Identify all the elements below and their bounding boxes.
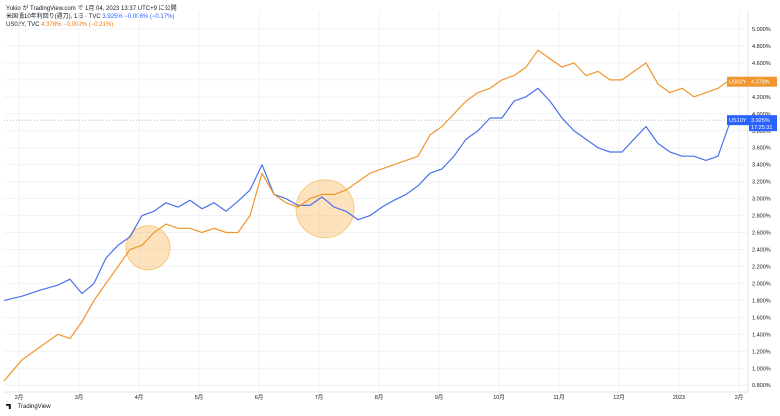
y-tick-label: 4.800%	[752, 44, 771, 50]
x-tick-label: 3月	[75, 394, 84, 401]
y-tick-label: 2.800%	[752, 214, 771, 220]
price-tag-value: 3.925%	[751, 118, 770, 124]
price-tag-label-us10y	[727, 115, 749, 126]
y-tick-label: 1.800%	[752, 298, 771, 304]
series-line-us02y	[3, 49, 731, 382]
legend-row-us10y[interactable]: 米国債10年利回り(週刀), 1日 · TVC 3.925% −0.006% (…	[6, 14, 175, 20]
y-tick-label: 2.400%	[752, 248, 771, 254]
y-tick-label: 2.200%	[752, 264, 771, 270]
x-tick-label: 10月	[493, 394, 505, 401]
x-tick-label: 9月	[435, 394, 444, 401]
legend-series-meta: TVC	[27, 22, 40, 28]
price-tag-name: US02Y	[729, 80, 747, 86]
y-tick-label: 5.000%	[752, 27, 771, 33]
x-tick-label: 4月	[135, 394, 144, 401]
x-tick-label: 2023	[673, 395, 685, 401]
y-tick-label: 3.400%	[752, 163, 771, 169]
price-tag-us02y	[749, 76, 777, 87]
price-tag-countdown: 17:25:31	[751, 125, 772, 131]
chart-legend: 米国債10年利回り(週刀), 1日 · TVC 3.925% −0.006% (…	[6, 13, 174, 29]
price-tag-us10y	[749, 115, 777, 132]
publisher-header: Yukio が TradingView.com で 1月 04, 2023 13…	[6, 6, 177, 12]
legend-series-change: −0.006% (−0.17%)	[124, 14, 175, 20]
legend-series-change: −0.009% (−0.21%)	[63, 22, 114, 28]
chart-series	[3, 49, 731, 382]
price-tag-label-us02y	[727, 76, 749, 87]
legend-series-value: 3.925%	[102, 14, 123, 20]
legend-series-name: US02Y	[6, 22, 25, 28]
y-tick-label: 4.600%	[752, 61, 771, 67]
x-tick-label: 2月	[15, 394, 24, 401]
legend-series-name: 米国債10年利回り(週刀)	[6, 14, 71, 20]
y-tick-label: 1.000%	[752, 366, 771, 372]
x-axis: 2月 3月 4月 5月 6月 7月 8月 9月 10月 11月 12月 2023 2月	[15, 394, 744, 401]
x-tick-label: 11月	[553, 394, 564, 401]
legend-series-value: 4.378%	[41, 22, 62, 28]
price-tags: US02Y 4.378% US10Y 3.925%17:25:31	[727, 76, 777, 132]
y-tick-label: 4.200%	[752, 95, 771, 101]
price-tag-name: US10Y	[729, 118, 747, 124]
x-tick-label: 12月	[613, 394, 625, 401]
y-tick-label: 3.200%	[752, 180, 771, 186]
tradingview-logo-icon	[6, 404, 11, 409]
y-tick-label: 1.200%	[752, 349, 771, 355]
x-tick-label: 5月	[195, 394, 204, 401]
y-tick-label: 3.600%	[752, 146, 771, 152]
x-tick-label: 8月	[375, 394, 384, 401]
price-tag-value: 4.378%	[751, 80, 770, 86]
y-tick-label: 4.000%	[752, 112, 771, 118]
y-tick-label: 2.000%	[752, 281, 771, 287]
y-tick-label: 3.800%	[752, 129, 771, 135]
x-tick-label: 2月	[735, 394, 744, 401]
x-tick-label: 7月	[315, 394, 324, 401]
y-tick-label: 0.800%	[752, 383, 771, 389]
chart-annotations	[125, 179, 355, 271]
series-line-us10y	[3, 87, 731, 301]
y-tick-label: 1.400%	[752, 332, 771, 338]
tradingview-brand[interactable]: TradingView	[6, 404, 51, 410]
legend-row-us02y[interactable]: US02Y, TVC 4.378% −0.009% (−0.21%)	[6, 22, 114, 28]
highlight-circle	[125, 225, 171, 271]
y-tick-label: 2.600%	[752, 231, 771, 237]
brand-label: TradingView	[17, 404, 51, 411]
legend-series-meta: 1日 · TVC	[74, 14, 101, 20]
y-tick-label: 3.000%	[752, 197, 771, 203]
x-tick-label: 6月	[255, 394, 264, 401]
chart-grid	[4, 12, 749, 393]
y-tick-label: 1.600%	[752, 315, 771, 321]
highlight-circle	[295, 179, 355, 239]
